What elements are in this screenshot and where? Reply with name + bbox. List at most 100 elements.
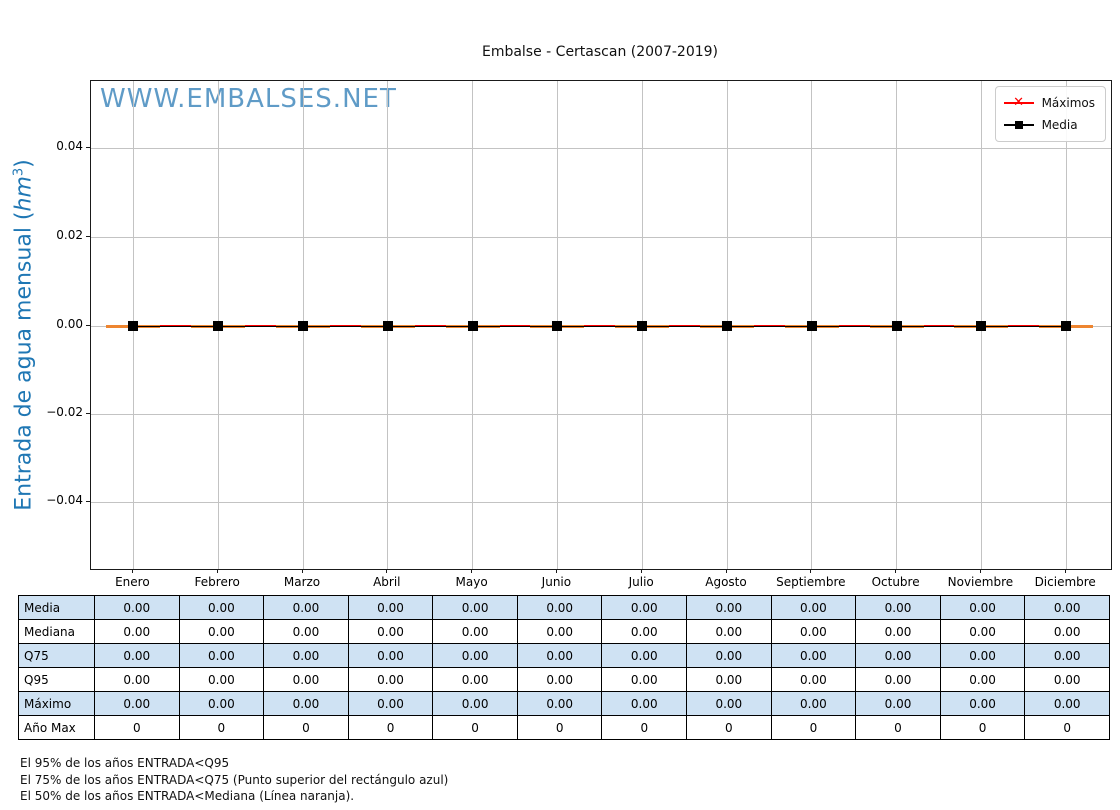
h-gridline: [91, 501, 1111, 503]
y-axis-label: Entrada de agua mensual (hm3): [11, 159, 36, 511]
table-cell: 0.00: [94, 643, 180, 668]
table-cell: 0.00: [432, 667, 518, 692]
table-cell: 0: [347, 715, 434, 740]
table-cell: 0: [516, 715, 603, 740]
y-axis-label-close: ): [11, 159, 37, 168]
x-tick-mark: [979, 569, 981, 573]
table-cell: 0.00: [263, 643, 349, 668]
table-cell: 0: [939, 715, 1026, 740]
table-row: Máximo 0.00 0.00 0.00 0.00 0.00 0.00 0.00 0.00 0.…: [18, 691, 1110, 716]
legend-label-media: Media: [1041, 118, 1078, 132]
media-marker: [891, 321, 902, 331]
media-marker: [722, 321, 732, 331]
statistics-table: Media 0.00 0.00 0.00 0.00 0.00 0.00 0.00 0.00 0.0…: [18, 595, 1110, 740]
table-cell: 0.00: [770, 691, 857, 716]
y-axis-label-text: Entrada de agua mensual (: [11, 211, 37, 511]
table-cell: 0.00: [347, 595, 434, 620]
x-marker-icon: ✕: [1013, 94, 1025, 110]
x-tick-label: Octubre: [871, 575, 920, 589]
y-tick-mark: [86, 146, 90, 148]
y-tick-label: −0.02: [46, 405, 83, 419]
x-tick-label: Diciembre: [1034, 575, 1096, 589]
table-cell: 0.00: [178, 643, 265, 668]
table-cell: 0.00: [770, 619, 857, 644]
x-tick-mark: [471, 569, 473, 573]
table-row-label: Año Max: [18, 715, 95, 740]
media-line-sample: [1003, 118, 1034, 132]
table-cell: 0.00: [178, 667, 265, 692]
table-cell: 0: [601, 715, 688, 740]
table-cell: 0.00: [770, 595, 857, 620]
table-cell: 0.00: [432, 619, 518, 644]
media-marker: [382, 321, 393, 331]
table-cell: 0.00: [178, 619, 265, 644]
y-tick-mark: [86, 235, 90, 237]
table-cell: 0: [1024, 715, 1110, 740]
footnote-line: El 50% de los años ENTRADA<Mediana (Líne…: [20, 789, 355, 803]
table-row-label: Q95: [18, 667, 95, 692]
y-tick-mark: [86, 324, 90, 326]
table-cell: 0.00: [855, 667, 941, 692]
x-tick-label: Junio: [541, 575, 572, 589]
table-cell: 0.00: [686, 643, 772, 668]
legend: ✕ Máximos Media: [994, 86, 1106, 142]
table-cell: 0: [263, 715, 349, 740]
x-tick-label: Enero: [115, 575, 150, 589]
table-cell: 0.00: [94, 691, 180, 716]
x-tick-mark: [725, 569, 727, 573]
table-cell: 0.00: [939, 691, 1026, 716]
table-cell: 0.00: [516, 595, 603, 620]
table-row: Mediana 0.00 0.00 0.00 0.00 0.00 0.00 0.00 0.00 0…: [18, 619, 1110, 644]
media-marker: [806, 321, 817, 331]
h-gridline: [91, 236, 1111, 238]
table-cell: 0.00: [855, 691, 941, 716]
table-cell: 0.00: [516, 619, 603, 644]
h-gridline: [91, 147, 1111, 149]
table-cell: 0.00: [263, 667, 349, 692]
table-cell: 0.00: [263, 595, 349, 620]
plot-area: WWW.EMBALSES.NET ✕ Máximos Media: [90, 80, 1112, 570]
y-tick-mark: [86, 500, 90, 502]
table-cell: 0.00: [178, 691, 265, 716]
table-row: Q75 0.00 0.00 0.00 0.00 0.00 0.00 0.00 0.00 0.00 0…: [18, 643, 1110, 668]
table-cell: 0.00: [855, 643, 941, 668]
media-marker: [213, 321, 224, 331]
table-row: Media 0.00 0.00 0.00 0.00 0.00 0.00 0.00 0.00 0.0…: [18, 595, 1110, 620]
table-row: Q95 0.00 0.00 0.00 0.00 0.00 0.00 0.00 0.00 0.00 0…: [18, 667, 1110, 692]
legend-label-maximos: Máximos: [1041, 96, 1095, 110]
table-cell: 0.00: [94, 667, 180, 692]
legend-entry-media: Media: [1003, 114, 1095, 136]
table-cell: 0.00: [347, 667, 434, 692]
x-tick-mark: [131, 569, 133, 573]
table-cell: 0.00: [686, 667, 772, 692]
table-cell: 0: [770, 715, 857, 740]
table-cell: 0.00: [939, 619, 1026, 644]
x-tick-label: Agosto: [705, 575, 747, 589]
x-tick-mark: [810, 569, 812, 573]
table-cell: 0.00: [770, 667, 857, 692]
x-tick-mark: [216, 569, 218, 573]
table-cell: 0: [94, 715, 180, 740]
table-cell: 0.00: [263, 619, 349, 644]
statistics-table-body: Media 0.00 0.00 0.00 0.00 0.00 0.00 0.00 0.00 0.0…: [18, 595, 1110, 740]
table-cell: 0.00: [601, 595, 688, 620]
table-cell: 0.00: [855, 619, 941, 644]
media-marker: [128, 321, 139, 331]
y-tick-label: 0.00: [56, 317, 83, 331]
table-cell: 0.00: [263, 691, 349, 716]
x-tick-mark: [555, 569, 557, 573]
x-tick-label: Febrero: [194, 575, 240, 589]
table-row-label: Mediana: [18, 619, 95, 644]
table-cell: 0.00: [516, 667, 603, 692]
table-row-label: Máximo: [18, 691, 95, 716]
x-tick-label: Septiembre: [776, 575, 846, 589]
media-marker: [637, 321, 648, 331]
media-marker: [976, 321, 987, 331]
table-cell: 0.00: [432, 643, 518, 668]
table-cell: 0.00: [939, 595, 1026, 620]
watermark: WWW.EMBALSES.NET: [100, 84, 397, 114]
y-tick-label: 0.04: [56, 139, 83, 153]
h-gridline: [91, 413, 1111, 415]
y-tick-label: −0.04: [46, 493, 83, 507]
